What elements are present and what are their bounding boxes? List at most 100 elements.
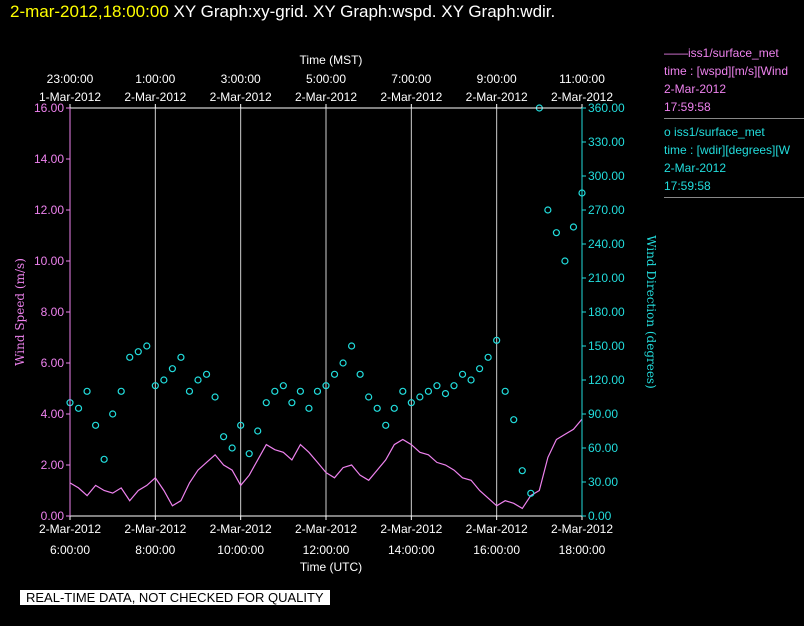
x-bottom-tick-time: 14:00:00	[388, 543, 435, 557]
y-right-tick-label: 270.00	[588, 203, 625, 217]
x-top-tick-date: 1-Mar-2012	[39, 90, 101, 104]
x-top-tick-date: 2-Mar-2012	[380, 90, 442, 104]
x-bottom-tick-date: 2-Mar-2012	[380, 522, 442, 536]
x-bottom-tick-date: 2-Mar-2012	[466, 522, 528, 536]
wind-direction-point	[527, 489, 535, 497]
x-bottom-tick-date: 2-Mar-2012	[551, 522, 613, 536]
y-right-tick-label: 180.00	[588, 305, 625, 319]
x-bottom-tick-time: 10:00:00	[217, 543, 264, 557]
y-right-tick-label: 300.00	[588, 169, 625, 183]
left-axis-title: Wind Speed (m/s)	[13, 258, 27, 366]
y-left-tick-label: 16.00	[34, 101, 64, 115]
legend-date: 2-Mar-2012	[664, 161, 727, 175]
x-top-tick-time: 11:00:00	[559, 72, 605, 86]
x-top-tick-date: 2-Mar-2012	[466, 90, 528, 104]
wind-direction-point	[390, 404, 398, 412]
wind-direction-point	[220, 433, 228, 441]
wind-direction-point	[168, 365, 176, 373]
x-bottom-tick-time: 12:00:00	[303, 543, 350, 557]
legend-field: time : [wspd][m/s][Wind	[664, 64, 789, 78]
y-left-tick-label: 4.00	[41, 407, 65, 421]
wind-direction-point	[373, 404, 381, 412]
y-left-tick-label: 0.00	[41, 509, 65, 523]
y-left-tick-label: 2.00	[41, 458, 65, 472]
legend-field: time : [wdir][degrees][W	[664, 143, 791, 157]
line-symbol: ——	[664, 46, 688, 60]
wind-direction-point	[74, 404, 83, 412]
wind-direction-point	[407, 399, 415, 407]
graph-titles: XY Graph:xy-grid. XY Graph:wspd. XY Grap…	[173, 2, 556, 21]
y-right-tick-label: 210.00	[588, 271, 625, 285]
wind-direction-point	[484, 353, 492, 361]
wind-direction-point	[365, 393, 373, 401]
x-top-tick-date: 2-Mar-2012	[551, 90, 613, 104]
x-bottom-tick-time: 16:00:00	[473, 543, 520, 557]
wind-direction-point	[322, 382, 330, 390]
x-bottom-tick-time: 18:00:00	[559, 543, 606, 557]
right-axis-title: Wind Direction (degrees)	[644, 235, 658, 389]
wind-direction-point	[416, 393, 424, 401]
wind-direction-point	[194, 376, 202, 384]
marker-symbol: o	[664, 125, 671, 139]
wind-direction-point	[151, 382, 159, 390]
wind-direction-point	[510, 416, 518, 424]
x-top-tick-date: 2-Mar-2012	[210, 90, 272, 104]
x-top-tick-date: 2-Mar-2012	[295, 90, 357, 104]
wind-direction-point	[271, 387, 279, 395]
wind-direction-point	[134, 348, 142, 356]
wind-direction-point	[544, 206, 552, 214]
y-right-tick-label: 240.00	[588, 237, 625, 251]
x-bottom-tick-date: 2-Mar-2012	[210, 522, 272, 536]
x-top-tick-time: 1:00:00	[135, 72, 175, 86]
wind-direction-point	[501, 387, 509, 395]
legend: —— iss1/surface_met time : [wspd][m/s][Wi…	[664, 44, 804, 202]
wind-direction-point	[467, 376, 475, 384]
legend-time: 17:59:58	[664, 100, 711, 114]
wind-direction-point	[254, 427, 262, 435]
top-axis-title: Time (MST)	[300, 53, 363, 67]
y-left-tick-label: 8.00	[41, 305, 65, 319]
wind-direction-point	[441, 390, 450, 398]
wind-direction-point	[91, 421, 100, 429]
wind-direction-point	[569, 223, 578, 231]
wind-direction-point	[211, 393, 219, 401]
y-left-tick-label: 14.00	[34, 152, 64, 166]
wind-direction-point	[185, 387, 194, 395]
y-left-tick-label: 12.00	[34, 203, 64, 217]
wind-direction-point	[177, 353, 185, 361]
legend-date: 2-Mar-2012	[664, 82, 727, 96]
wind-direction-point	[296, 387, 304, 395]
wind-direction-point	[552, 229, 561, 237]
y-left-tick-label: 10.00	[34, 254, 64, 268]
x-bottom-tick-date: 2-Mar-2012	[124, 522, 186, 536]
wind-direction-point	[382, 421, 390, 429]
x-top-tick-time: 9:00:00	[477, 72, 517, 86]
legend-entry-wspd: ——iss1/surface_met time : [wspd][m/s][Wi…	[664, 44, 804, 119]
wind-direction-point	[399, 387, 407, 395]
wind-direction-point	[476, 365, 484, 373]
wind-direction-point	[450, 382, 458, 390]
legend-time: 17:59:58	[664, 179, 711, 193]
legend-source: iss1/surface_met	[674, 125, 765, 139]
wind-direction-point	[305, 404, 313, 412]
y-right-tick-label: 360.00	[588, 101, 625, 115]
wind-direction-point	[330, 370, 339, 378]
axes: 2-Mar-2012 6:00:00 2-Mar-2012 8:00:00 2-Mar-…	[34, 72, 625, 557]
quality-disclaimer: REAL-TIME DATA, NOT CHECKED FOR QUALITY	[20, 590, 330, 605]
x-bottom-tick-date: 2-Mar-2012	[295, 522, 357, 536]
wind-speed-line	[69, 418, 583, 510]
y-right-tick-label: 330.00	[588, 135, 625, 149]
wind-direction-point	[117, 387, 125, 395]
wind-direction-point	[339, 359, 347, 367]
x-bottom-tick-time: 8:00:00	[135, 543, 175, 557]
wind-direction-point	[313, 387, 322, 395]
x-top-tick-time: 23:00:00	[47, 72, 94, 86]
bottom-axis-title: Time (UTC)	[300, 560, 362, 574]
y-right-tick-label: 90.00	[588, 407, 618, 421]
wind-direction-point	[518, 467, 526, 475]
y-right-tick-label: 0.00	[588, 509, 612, 523]
y-left-tick-label: 6.00	[41, 356, 65, 370]
wind-direction-point	[348, 342, 356, 350]
wind-direction-point	[279, 382, 287, 390]
